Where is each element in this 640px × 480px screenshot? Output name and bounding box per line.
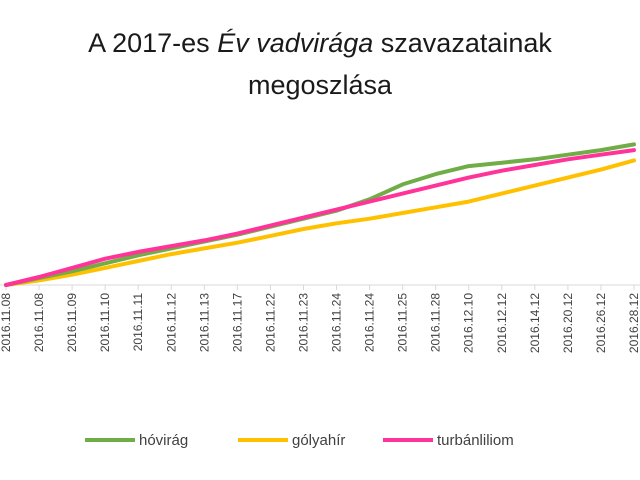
x-tick-label: 2016.12.10	[462, 293, 476, 353]
x-tick-label: 2016.11.17	[230, 293, 244, 352]
x-tick-label: 2016.20.12	[561, 293, 575, 353]
x-tick-label: 2016.11.22	[263, 293, 277, 352]
x-tick-label: 2016.26.12	[594, 293, 608, 353]
x-tick-label: 2016.11.25	[396, 293, 410, 352]
x-tick-label: 2016.11.24	[363, 293, 377, 352]
series-line-1	[4, 158, 636, 287]
chart-title-emphasis: Év vadvirága	[217, 28, 374, 58]
x-tick-label: 2016.11.11	[131, 293, 145, 352]
chart-title-line2: megoszlása	[247, 70, 393, 100]
x-tick-label: 2016.28.12	[627, 293, 640, 353]
legend-label-1: gólyahír	[292, 432, 345, 449]
x-tick-label: 2016.11.23	[296, 293, 310, 352]
x-tick-label: 2016.11.09	[65, 293, 79, 352]
x-tick-label: 2016.11.12	[164, 293, 178, 352]
x-tick-label: 2016.11.10	[98, 293, 112, 352]
legend-label-2: turbánliliom	[437, 432, 514, 449]
chart-title-prefix: A 2017-es	[88, 28, 218, 58]
x-tick-label: 2016.11.13	[197, 293, 211, 352]
x-tick-label: 2016.14.12	[528, 293, 542, 353]
x-tick-label: 2016.12.12	[495, 293, 509, 353]
chart-title-suffix: szavazatainak	[373, 28, 552, 58]
x-tick-label: 2016.11.28	[429, 293, 443, 352]
chart-title: A 2017-es Év vadvirága szavazatainak meg…	[0, 22, 640, 106]
chart-title-line1: A 2017-es Év vadvirága szavazatainak	[0, 22, 640, 64]
x-tick-label: 2016.11.24	[330, 293, 344, 352]
legend-label-0: hóvirág	[139, 432, 188, 449]
x-tick-label: 2016.11.08	[32, 293, 46, 352]
series-line-2	[4, 148, 636, 287]
x-tick-label: 2016.11.08	[0, 293, 13, 352]
